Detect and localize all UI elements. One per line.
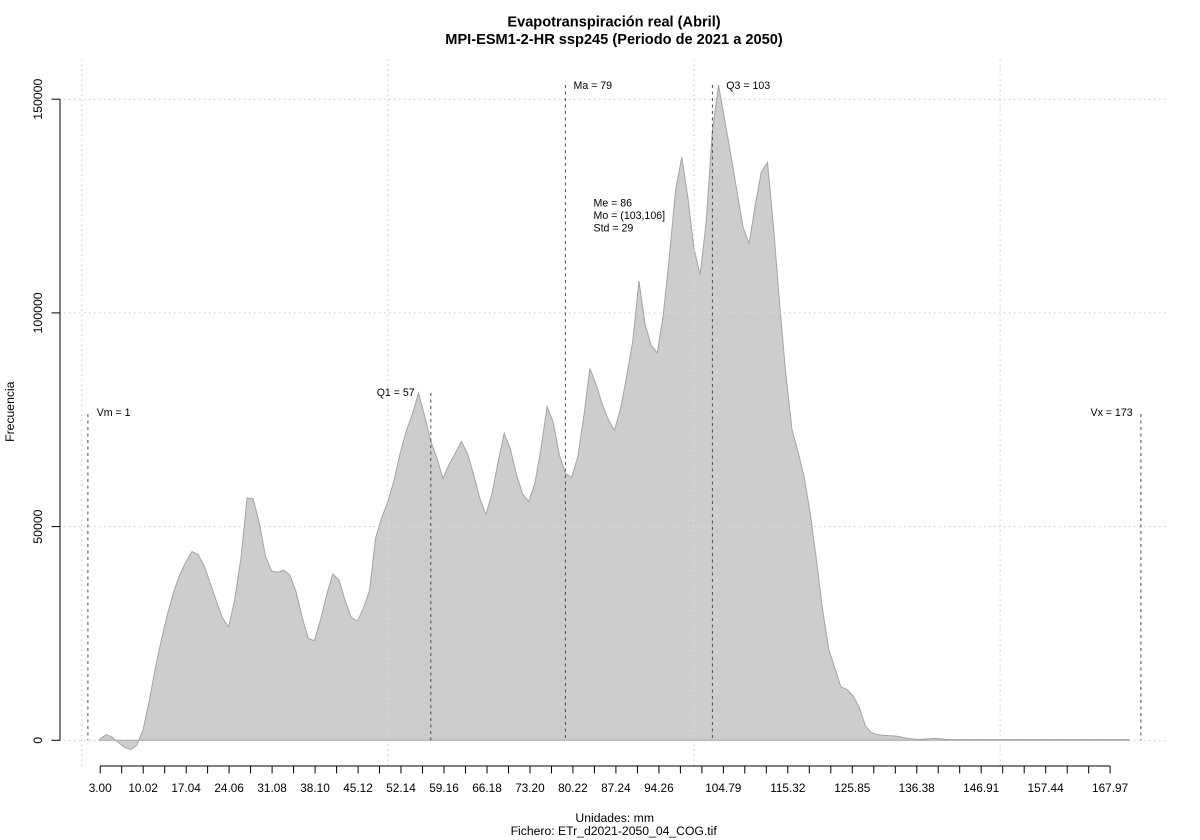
svg-text:Q3 = 103: Q3 = 103 bbox=[726, 80, 770, 92]
svg-text:MPI-ESM1-2-HR ssp245 (Periodo: MPI-ESM1-2-HR ssp245 (Periodo de 2021 a … bbox=[445, 32, 783, 48]
svg-text:136.38: 136.38 bbox=[899, 781, 936, 795]
svg-text:Q1 = 57: Q1 = 57 bbox=[377, 387, 415, 399]
svg-text:10.02: 10.02 bbox=[128, 781, 158, 795]
svg-text:Me = 86: Me = 86 bbox=[594, 197, 633, 209]
svg-text:Mo = (103,106]: Mo = (103,106] bbox=[594, 210, 666, 222]
svg-text:45.12: 45.12 bbox=[343, 781, 373, 795]
svg-text:Vm = 1: Vm = 1 bbox=[97, 407, 131, 419]
svg-text:94.26: 94.26 bbox=[644, 781, 674, 795]
svg-text:38.10: 38.10 bbox=[300, 781, 330, 795]
svg-text:Unidades: mm: Unidades: mm bbox=[575, 811, 654, 825]
svg-text:167.97: 167.97 bbox=[1092, 781, 1128, 795]
svg-text:24.06: 24.06 bbox=[214, 781, 244, 795]
svg-text:125.85: 125.85 bbox=[834, 781, 871, 795]
svg-text:0: 0 bbox=[31, 737, 45, 744]
svg-text:Vx = 173: Vx = 173 bbox=[1091, 407, 1133, 419]
svg-text:Std = 29: Std = 29 bbox=[594, 222, 634, 234]
svg-text:80.22: 80.22 bbox=[558, 781, 588, 795]
svg-text:157.44: 157.44 bbox=[1028, 781, 1065, 795]
svg-text:115.32: 115.32 bbox=[770, 781, 805, 795]
svg-text:146.91: 146.91 bbox=[963, 781, 999, 795]
svg-text:59.16: 59.16 bbox=[429, 781, 459, 795]
svg-text:3.00: 3.00 bbox=[89, 781, 112, 795]
svg-text:31.08: 31.08 bbox=[257, 781, 287, 795]
svg-text:Frecuencia: Frecuencia bbox=[3, 381, 17, 442]
svg-text:104.79: 104.79 bbox=[705, 781, 741, 795]
svg-text:50000: 50000 bbox=[31, 509, 45, 543]
svg-text:150000: 150000 bbox=[31, 79, 45, 120]
svg-text:Evapotranspiración real (Abril: Evapotranspiración real (Abril) bbox=[507, 15, 720, 31]
svg-text:100000: 100000 bbox=[31, 292, 45, 333]
svg-text:73.20: 73.20 bbox=[515, 781, 545, 795]
svg-text:87.24: 87.24 bbox=[601, 781, 631, 795]
svg-text:Ma = 79: Ma = 79 bbox=[574, 80, 613, 92]
svg-text:Fichero: ETr_d2021-2050_04_COG: Fichero: ETr_d2021-2050_04_COG.tif bbox=[511, 824, 718, 838]
svg-text:17.04: 17.04 bbox=[171, 781, 201, 795]
svg-text:52.14: 52.14 bbox=[386, 781, 416, 795]
svg-text:66.18: 66.18 bbox=[472, 781, 502, 795]
